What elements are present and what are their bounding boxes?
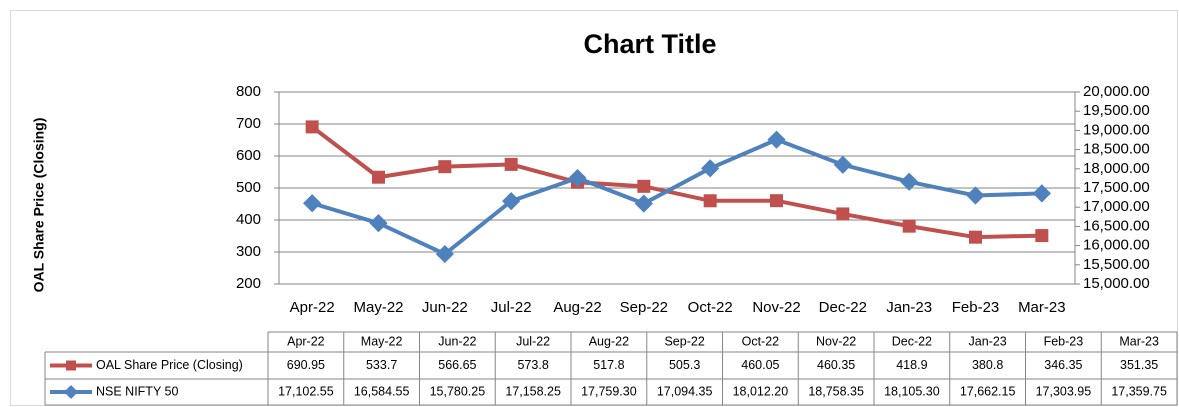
y-tick-label: 500 [236,179,261,196]
table-cell: 18,012.20 [733,384,789,398]
data-point [833,155,852,174]
table-cell: 460.05 [741,358,779,372]
table-cell: 18,758.35 [808,384,864,398]
y2-tick-label: 17,500.00 [1083,179,1150,196]
x-tick-label: Oct-22 [688,299,733,316]
table-header: Dec-22 [892,334,932,348]
data-point [767,130,786,149]
data-point [770,194,783,208]
data-point [372,170,385,184]
legend-marker [64,385,78,399]
x-tick-label: Mar-23 [1018,299,1066,316]
x-tick-label: Jun-22 [422,299,468,316]
table-header: Jun-22 [438,334,476,348]
table-header: Apr-22 [287,334,325,348]
table-cell: 18,105.30 [884,384,940,398]
data-point [1032,184,1051,203]
data-point [634,194,653,213]
y2-tick-label: 17,000.00 [1083,198,1150,215]
table-cell: 17,094.35 [657,384,713,398]
y2-tick-label: 20,000.00 [1083,83,1150,100]
table-header: Jan-23 [969,334,1007,348]
y2-tick-label: 19,000.00 [1083,121,1150,138]
data-point [502,192,521,211]
y-tick-label: 700 [236,115,261,132]
data-point [438,160,452,174]
table-header: Sep-22 [664,334,704,348]
table-header: Aug-22 [589,334,629,348]
table-cell: 690.95 [287,358,325,372]
table-header: May-22 [361,334,403,348]
data-point [703,194,717,208]
data-point [1035,229,1049,243]
table-cell: 17,158.25 [505,384,561,398]
table-cell: 15,780.25 [430,384,486,398]
table-header: Mar-23 [1119,334,1159,348]
table-header: Jul-22 [516,334,550,348]
y2-tick-label: 15,500.00 [1083,256,1150,273]
data-point [966,186,985,205]
table-cell: 566.65 [438,358,476,372]
data-point [902,219,916,233]
x-tick-label: Aug-22 [553,299,601,316]
x-tick-label: Feb-23 [952,299,1000,316]
y2-tick-label: 16,500.00 [1083,217,1150,234]
data-point [900,172,919,191]
y2-tick-label: 18,500.00 [1083,141,1150,158]
legend-marker [66,360,76,371]
table-cell: 17,303.95 [1036,384,1092,398]
table-cell: 17,102.55 [278,384,334,398]
chart-border [10,10,1178,406]
table-cell: 380.8 [972,358,1003,372]
table-cell: 505.3 [669,358,700,372]
y2-tick-label: 16,000.00 [1083,237,1150,254]
y2-tick-label: 18,000.00 [1083,160,1150,177]
table-cell: 16,584.55 [354,384,410,398]
y2-tick-label: 15,000.00 [1083,275,1150,292]
data-point [701,159,720,178]
table-header: Nov-22 [816,334,856,348]
x-tick-label: Apr-22 [290,299,335,316]
legend-label: OAL Share Price (Closing) [96,358,243,372]
y-tick-label: 800 [236,83,261,100]
table-cell: 17,662.15 [960,384,1016,398]
table-cell: 460.35 [817,358,855,372]
y-tick-label: 300 [236,243,261,260]
series-line [310,125,1042,240]
table-cell: 573.8 [517,358,548,372]
data-point [504,157,518,171]
series-line [311,137,1042,257]
data-point [568,168,587,188]
y-tick-label: 600 [236,147,261,164]
table-header: Feb-23 [1044,334,1084,348]
legend-label: NSE NIFTY 50 [96,384,178,398]
data-point [637,179,651,193]
chart-title: Chart Title [583,29,716,59]
data-point [369,214,388,233]
data-point [969,230,982,244]
table-cell: 351.35 [1120,358,1158,372]
data-point [435,244,454,264]
x-tick-label: Jan-23 [886,299,932,316]
table-cell: 533.7 [366,358,397,372]
table-cell: 346.35 [1044,358,1082,372]
data-point [303,194,322,213]
table-cell: 17,759.30 [581,384,637,398]
x-tick-label: Nov-22 [752,299,800,316]
y2-tick-label: 19,500.00 [1083,102,1150,119]
x-tick-label: May-22 [353,299,403,316]
y-tick-label: 400 [236,211,261,228]
table-header: Oct-22 [742,334,780,348]
table-cell: 17,359.75 [1111,384,1167,398]
x-tick-label: Dec-22 [819,299,867,316]
table-cell: 517.8 [593,358,624,372]
x-tick-label: Jul-22 [491,299,532,316]
x-tick-label: Sep-22 [620,299,668,316]
y-axis-label: OAL Share Price (Closing) [31,118,47,293]
y-tick-label: 200 [236,275,261,292]
table-cell: 418.9 [896,358,927,372]
data-point [305,120,319,134]
data-point [836,207,850,221]
